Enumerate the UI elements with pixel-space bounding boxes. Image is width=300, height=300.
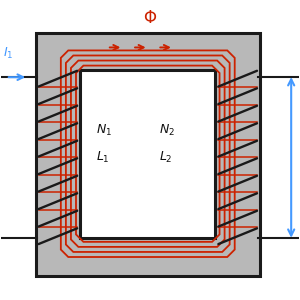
Text: $L_2$: $L_2$ (159, 149, 173, 165)
Bar (36, 33, 260, 276)
Text: $I_1$: $I_1$ (3, 46, 13, 61)
Text: $L_1$: $L_1$ (97, 149, 110, 165)
Text: $\Phi$: $\Phi$ (143, 9, 157, 27)
Bar (80, 70, 215, 238)
Text: $N_2$: $N_2$ (159, 123, 176, 138)
Text: $N_1$: $N_1$ (97, 123, 112, 138)
